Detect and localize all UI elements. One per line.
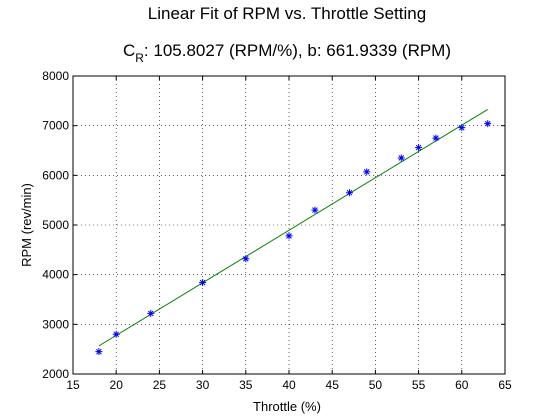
chart-title: Linear Fit of RPM vs. Throttle Setting (148, 4, 426, 23)
y-tick-label: 6000 (42, 168, 69, 182)
data-point (199, 279, 207, 287)
x-tick-label: 25 (153, 378, 167, 392)
x-axis-label: Throttle (%) (253, 399, 321, 414)
data-point (345, 189, 353, 197)
data-point (95, 348, 103, 356)
x-tick-label: 35 (239, 378, 253, 392)
y-axis-label: RPM (rev/min) (19, 183, 34, 267)
data-point (415, 144, 423, 152)
axes-box (72, 75, 506, 375)
chart-subtitle: CR: 105.8027 (RPM/%), b: 661.9339 (RPM) (123, 41, 451, 65)
subtitle-symbol: C (123, 41, 135, 60)
x-tick-label: 15 (66, 378, 80, 392)
data-point (484, 120, 492, 128)
y-tick-label: 7000 (42, 119, 69, 133)
data-point (363, 168, 371, 176)
x-tick-label: 30 (196, 378, 210, 392)
x-tick-label: 60 (455, 378, 469, 392)
subtitle-rest: : 105.8027 (RPM/%), b: 661.9339 (RPM) (144, 41, 451, 60)
data-point (458, 124, 466, 132)
subtitle-subscript: R (135, 51, 144, 65)
data-point (112, 330, 120, 338)
data-point (147, 309, 155, 317)
x-tick-label: 65 (498, 378, 512, 392)
y-tick-label: 5000 (42, 218, 69, 232)
data-point (397, 154, 405, 162)
plot-area: 15 20 25 30 35 40 45 50 55 60 65 2000 3000 4000 5000 60… (42, 69, 512, 392)
fit-line (98, 108, 488, 347)
data-point (242, 255, 250, 263)
y-tick-label: 3000 (42, 317, 69, 331)
x-tick-label: 50 (369, 378, 383, 392)
x-tick-label: 40 (282, 378, 296, 392)
x-tick-label: 55 (412, 378, 426, 392)
data-point (285, 232, 293, 240)
x-tick-label: 45 (326, 378, 340, 392)
x-tick-label: 20 (110, 378, 124, 392)
y-tick-label: 2000 (42, 367, 69, 381)
y-tick-label: 4000 (42, 268, 69, 282)
data-point (311, 206, 319, 214)
y-tick-label: 8000 (42, 69, 69, 83)
data-point (432, 134, 440, 142)
